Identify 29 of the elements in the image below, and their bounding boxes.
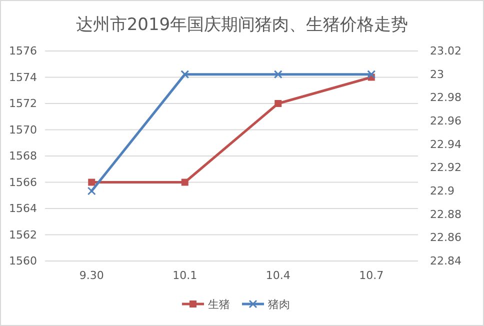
y-tick-label: 1574 xyxy=(9,70,37,84)
y-tick-label: 1562 xyxy=(9,228,37,242)
y2-tick-label: 22.96 xyxy=(430,114,462,128)
y2-tick-label: 23 xyxy=(430,68,444,81)
x-tick-label: 10.4 xyxy=(266,268,290,282)
y-tick-label: 1560 xyxy=(9,254,37,268)
point xyxy=(181,178,188,186)
y2-tick-label: 22.86 xyxy=(430,231,462,244)
legend-label: 猪肉 xyxy=(268,298,290,311)
y-tick-label: 1566 xyxy=(9,176,37,189)
y2-tick-label: 23.02 xyxy=(430,44,462,58)
x-tick-label: 10.1 xyxy=(172,268,198,282)
y-tick-label: 1576 xyxy=(9,44,37,58)
y2-tick-label: 22.92 xyxy=(430,161,462,174)
legend-label: 生猪 xyxy=(208,298,230,311)
y-tick-label: 1564 xyxy=(9,202,37,216)
y2-tick-label: 22.88 xyxy=(430,208,462,221)
x-tick-label: 10.7 xyxy=(359,268,384,282)
x-tick-label: 9.30 xyxy=(79,268,104,282)
y-tick-label: 1568 xyxy=(9,150,37,163)
y2-tick-label: 22.98 xyxy=(430,91,462,104)
point xyxy=(88,178,96,186)
y-tick-label: 1570 xyxy=(9,123,37,136)
y2-tick-label: 22.9 xyxy=(430,184,454,198)
y2-tick-label: 22.94 xyxy=(430,138,462,151)
y2-tick-label: 22.84 xyxy=(430,254,462,268)
y-tick-label: 1572 xyxy=(9,97,37,110)
point xyxy=(274,100,282,107)
chart-title: 达州市2019年国庆期间猪肉、生猪价格走势 xyxy=(76,15,408,35)
